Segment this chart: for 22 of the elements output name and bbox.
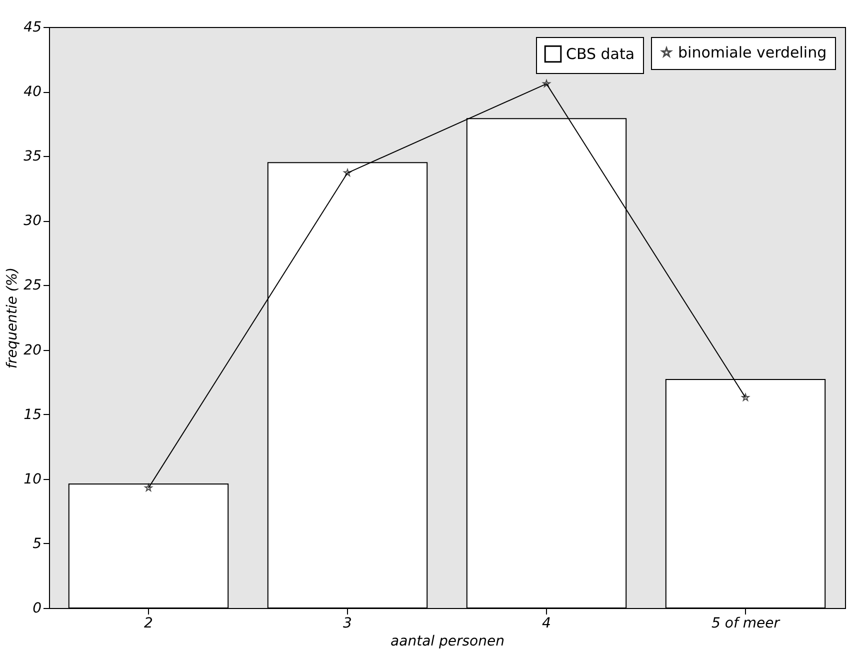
x-tick-label: 2 — [144, 616, 154, 632]
point — [542, 80, 550, 88]
point — [144, 484, 152, 492]
point — [344, 168, 352, 176]
y-tick-label: 45 — [24, 20, 42, 36]
y-tick-label: 40 — [24, 84, 42, 100]
y-tick-label: 10 — [24, 471, 42, 488]
y-tick-label: 30 — [24, 213, 42, 230]
x-tick-label: 4 — [542, 616, 551, 632]
x-tick-label: 3 — [343, 616, 352, 632]
y-tick-label: 0 — [32, 600, 42, 616]
x-axis-title: aantal personen — [390, 634, 504, 650]
legend-label: CBS data — [566, 45, 635, 63]
y-tick-label: 25 — [24, 278, 42, 294]
y-tick-label: 15 — [24, 406, 42, 423]
x-tick-label: 5 of meer — [712, 616, 781, 632]
legend-label: binomiale verdeling — [678, 44, 827, 62]
y-tick-label: 5 — [32, 536, 42, 552]
y-tick-label: 35 — [24, 148, 42, 165]
y-tick-label: 20 — [24, 342, 42, 358]
y-axis-title: frequentie (%) — [4, 267, 21, 369]
point — [742, 394, 750, 401]
